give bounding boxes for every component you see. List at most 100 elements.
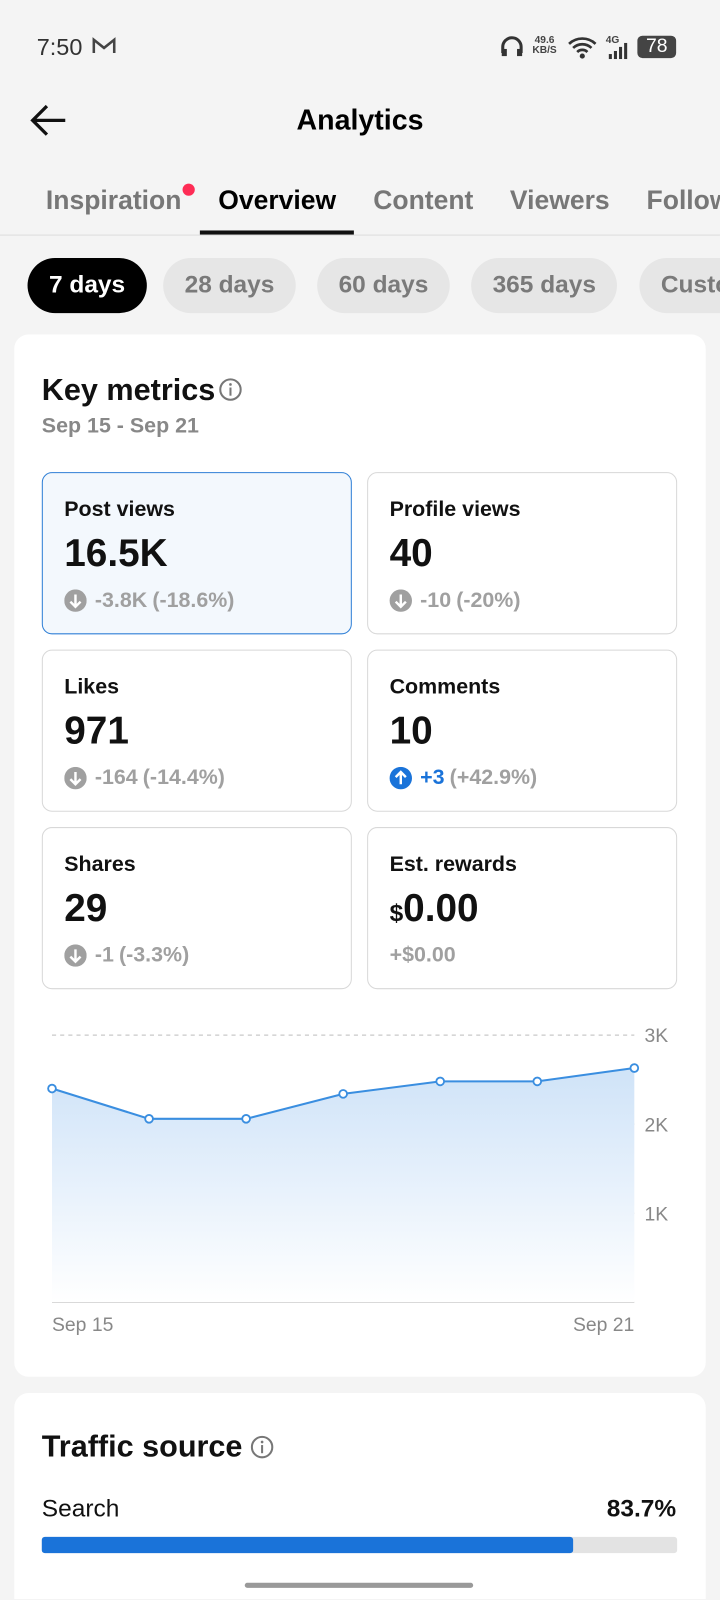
section-title: Key metrics [41, 373, 216, 407]
metric-value: 971 [64, 710, 129, 754]
date-range: Sep 15 - Sep 21 [41, 414, 199, 438]
y-tick-label: 2K [645, 1114, 669, 1136]
x-tick-label: Sep 21 [573, 1314, 634, 1336]
metric-card[interactable]: Est. rewards $0.00 +$0.00 [367, 827, 678, 990]
notification-dot [182, 183, 195, 196]
tab[interactable]: Content [373, 184, 474, 216]
metric-value: $0.00 [390, 887, 479, 931]
traffic-source-card: Traffic source [14, 1393, 706, 1600]
value: 40 [389, 532, 433, 576]
metric-label: Shares [64, 852, 136, 877]
change-percent: (+42.9%) [449, 765, 538, 790]
metric-card[interactable]: Shares 29 -1 (-3.3%) [41, 827, 352, 990]
time: 7:50 [36, 33, 83, 61]
icon-arrow [394, 594, 407, 609]
page-title: Analytics [296, 104, 424, 136]
point [47, 1083, 57, 1094]
metric-card[interactable]: Likes 971 -164 (-14.4%) [41, 649, 352, 812]
trend-icon [64, 589, 87, 612]
wifi-icon [568, 37, 597, 59]
metric-label: Post views [64, 497, 175, 522]
metric-value: 10 [390, 710, 433, 754]
change: -3.8K [94, 588, 148, 612]
y-tick-label: 3K [645, 1025, 669, 1047]
value: 971 [64, 709, 129, 753]
currency: $ [389, 899, 404, 927]
tab[interactable]: Viewers [509, 184, 610, 216]
change: -10 [420, 588, 452, 612]
icon-arrow [69, 594, 82, 609]
trend-icon [389, 766, 412, 790]
network-type: 4G [605, 34, 620, 46]
info-icon[interactable] [250, 1435, 274, 1459]
metric-label: Comments [389, 675, 501, 699]
point [241, 1114, 251, 1124]
metric-change: +$0.00 [390, 943, 456, 967]
metric-label: Est. rewards [389, 852, 517, 877]
divider [0, 234, 720, 236]
source-label: Search [41, 1495, 120, 1523]
mail-icon [92, 37, 116, 54]
period[interactable]: 60 days [317, 258, 450, 314]
change: +3 [420, 765, 445, 790]
value: 10 [389, 709, 433, 753]
metric-change: +3 (+42.9%) [389, 765, 538, 790]
period[interactable]: Custom [639, 258, 720, 314]
x-tick-label: Sep 15 [52, 1314, 113, 1336]
metric-change: -164 (-14.4%) [64, 766, 225, 790]
metric-card[interactable]: Comments 10 +3 (+42.9%) [367, 649, 678, 812]
section-title: Traffic source [41, 1429, 243, 1464]
value: 0.00 [403, 887, 479, 931]
tab[interactable]: Overview [218, 184, 337, 216]
change: -1 [94, 943, 114, 967]
trend-icon [64, 944, 87, 967]
metric-change: -1 (-3.3%) [64, 943, 189, 967]
point [532, 1076, 543, 1087]
metric-card[interactable]: Profile views 40 -10 (-20%) [367, 472, 678, 635]
metric-value: 16.5K [64, 532, 167, 576]
point [338, 1089, 348, 1099]
tab[interactable]: Inspiration [45, 184, 182, 216]
metric-card[interactable]: Post views 16.5K -3.8K (-18.6%) [41, 472, 352, 635]
period[interactable]: 28 days [163, 258, 296, 314]
metric-label: Profile views [389, 497, 521, 522]
change-percent: (-18.6%) [152, 588, 235, 612]
period[interactable]: 365 days [471, 258, 618, 314]
headphone-icon [501, 36, 523, 57]
back-button[interactable] [29, 102, 70, 139]
tab-underline [199, 230, 354, 235]
trend-icon [389, 589, 412, 612]
signal-icon [608, 42, 628, 60]
value: 29 [64, 887, 108, 931]
net-speed-unit: KB/S [532, 44, 557, 57]
area [52, 1068, 635, 1303]
change-percent: (-20%) [456, 588, 521, 612]
net-speed-value: 49.6 [534, 34, 555, 46]
metric-label: Likes [64, 675, 120, 699]
change-percent: (-14.4%) [142, 765, 225, 790]
metric-change: -10 (-20%) [389, 588, 521, 612]
chart: 1K 2K 3K Sep 15 Sep 21 [47, 1025, 669, 1336]
net-speed: 49.6 KB/S [532, 34, 557, 57]
icon-arrow [69, 771, 82, 786]
metric-value: 40 [390, 532, 433, 576]
point [435, 1076, 446, 1087]
metric-value: 29 [64, 887, 107, 931]
value: 16.5K [64, 532, 168, 576]
home-indicator [244, 1582, 474, 1588]
point [629, 1063, 640, 1073]
change: -164 [94, 765, 138, 790]
change-percent: (-3.3%) [118, 943, 190, 967]
period[interactable]: 7 days [27, 258, 147, 314]
icon-arrow [394, 770, 407, 785]
change: +$0.00 [389, 943, 456, 967]
y-tick-label: 1K [645, 1203, 669, 1225]
source-value: 83.7% [606, 1495, 677, 1523]
battery: 78 [637, 35, 677, 59]
icon-arrow [69, 949, 82, 964]
tab[interactable]: Followers [646, 184, 720, 216]
bar [41, 1536, 574, 1554]
info-icon[interactable] [218, 377, 242, 401]
